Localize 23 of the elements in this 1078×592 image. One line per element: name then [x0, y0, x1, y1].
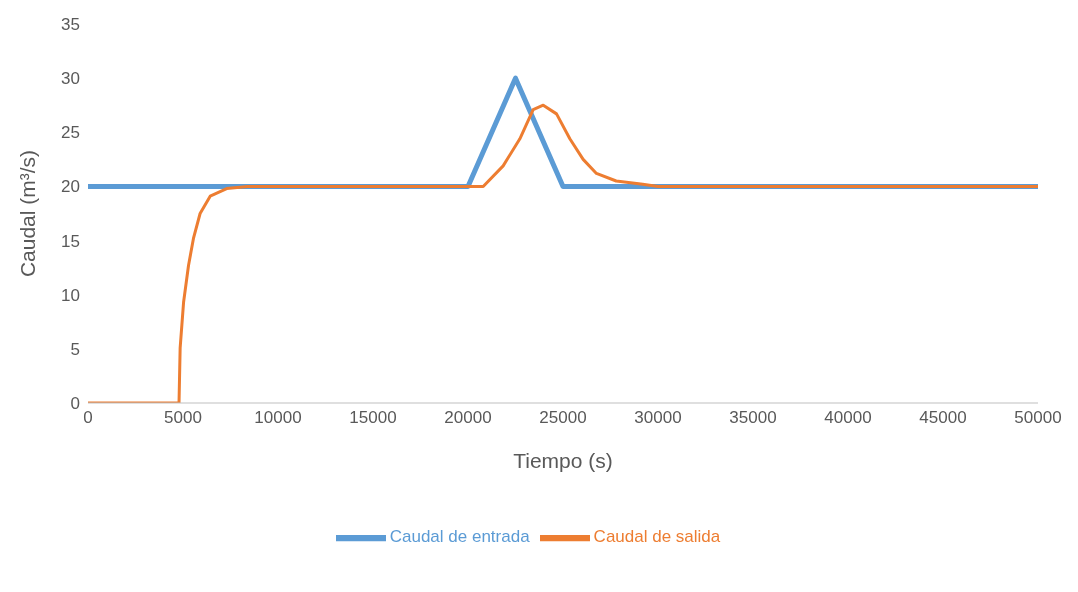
x-axis-title: Tiempo (s) — [513, 448, 613, 472]
x-tick-label: 30000 — [634, 408, 682, 428]
x-tick-label: 25000 — [539, 408, 587, 428]
x-tick-label: 40000 — [824, 408, 872, 428]
y-tick-label: 25 — [61, 123, 80, 143]
y-tick-label: 20 — [61, 177, 80, 197]
y-tick-label: 10 — [61, 285, 80, 305]
legend-label: Caudal de entrada — [389, 527, 530, 547]
x-tick-label: 50000 — [1014, 408, 1062, 428]
y-tick-label: 15 — [61, 231, 80, 251]
x-tick-label: 10000 — [254, 408, 302, 428]
y-tick-label: 0 — [70, 394, 80, 414]
y-tick-label: 30 — [61, 69, 80, 89]
x-tick-label: 35000 — [729, 408, 777, 428]
x-tick-label: 5000 — [164, 408, 202, 428]
legend-label: Caudal de salida — [593, 527, 721, 547]
y-tick-label: 35 — [61, 15, 80, 35]
x-tick-label: 45000 — [919, 408, 967, 428]
y-axis-title: Caudal (m³/s) — [16, 149, 40, 278]
x-tick-label: 15000 — [349, 408, 397, 428]
x-tick-label: 0 — [83, 408, 93, 428]
x-tick-label: 20000 — [444, 408, 492, 428]
y-tick-label: 5 — [70, 339, 80, 359]
